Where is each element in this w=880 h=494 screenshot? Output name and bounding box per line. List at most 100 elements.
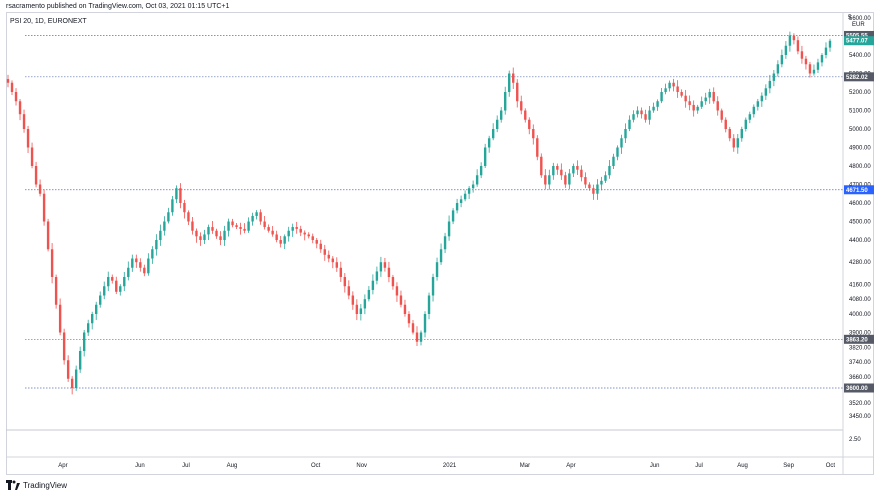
candle-body bbox=[776, 64, 780, 74]
y-tick-label: 5100.00 bbox=[849, 109, 871, 115]
candle-body bbox=[520, 101, 523, 111]
x-tick-label: Oct bbox=[826, 463, 836, 469]
price-tag-label: 3600.00 bbox=[846, 386, 868, 392]
x-tick-label: Nov bbox=[356, 463, 367, 469]
candle-body bbox=[183, 203, 186, 213]
price-tag-label: 3863.20 bbox=[846, 337, 868, 343]
candle-body bbox=[243, 228, 246, 231]
candle-body bbox=[415, 332, 419, 342]
candle-body bbox=[443, 236, 447, 250]
candle-body bbox=[708, 92, 711, 98]
candle-body bbox=[391, 277, 395, 287]
candle-body bbox=[323, 249, 326, 255]
x-tick-label: Aug bbox=[737, 463, 748, 469]
candle-body bbox=[672, 82, 675, 87]
candle-body bbox=[46, 221, 50, 250]
price-tag-label: 5477.07 bbox=[846, 39, 868, 45]
candle-body bbox=[455, 203, 459, 211]
candle-body bbox=[151, 249, 154, 259]
candle-body bbox=[676, 86, 679, 92]
candle-body bbox=[752, 106, 756, 115]
candle-body bbox=[696, 106, 699, 111]
candle-body bbox=[291, 227, 294, 231]
y-tick-label: 3900.00 bbox=[849, 331, 871, 337]
candle-body bbox=[728, 129, 731, 139]
time-axis[interactable]: Apr Jun Jul Aug Oct Nov 2021 Mar Apr Jun Jul Aug Sep… bbox=[58, 463, 835, 469]
candle-body bbox=[147, 258, 150, 274]
candle-body bbox=[359, 308, 363, 314]
candle-body bbox=[435, 262, 439, 277]
candle-body bbox=[812, 69, 816, 74]
candle-body bbox=[700, 101, 703, 107]
x-tick-label: Jul bbox=[182, 463, 190, 469]
candle-body bbox=[143, 267, 146, 274]
candle-body bbox=[227, 221, 230, 231]
candle-body bbox=[303, 232, 306, 235]
candle-body bbox=[50, 249, 54, 277]
candle-body bbox=[804, 58, 808, 65]
candle-body bbox=[624, 129, 627, 139]
candle-body bbox=[215, 230, 218, 237]
candle-body bbox=[355, 304, 359, 314]
y-tick-label: 3520.00 bbox=[849, 401, 871, 407]
candle-body bbox=[299, 228, 302, 233]
candle-body bbox=[203, 234, 206, 240]
candle-body bbox=[275, 234, 278, 240]
candle-body bbox=[692, 104, 695, 111]
candle-body bbox=[427, 295, 431, 314]
candle-body bbox=[107, 277, 110, 287]
candle-body bbox=[419, 332, 423, 342]
candle-body bbox=[604, 175, 607, 181]
candle-body bbox=[263, 221, 266, 228]
y-tick-label: 4280.00 bbox=[849, 260, 871, 266]
candle-body bbox=[620, 138, 623, 148]
price-tag bbox=[844, 334, 874, 344]
candle-body bbox=[411, 323, 415, 333]
chart-frame[interactable] bbox=[6, 12, 874, 475]
candle-body bbox=[800, 51, 804, 59]
y-tick-label: 4160.00 bbox=[849, 282, 871, 288]
candle-body bbox=[504, 92, 507, 111]
candle-body bbox=[163, 221, 166, 231]
candle-body bbox=[38, 184, 42, 194]
candle-body bbox=[512, 73, 515, 83]
currency-label: EUR bbox=[852, 22, 865, 28]
candle-body bbox=[768, 80, 772, 89]
candle-body bbox=[600, 180, 603, 185]
candle-body bbox=[660, 92, 663, 102]
candle-body bbox=[171, 199, 174, 213]
candle-body bbox=[115, 280, 118, 292]
candle-body bbox=[231, 221, 234, 226]
candle-body bbox=[732, 138, 735, 148]
x-tick-label: Jun bbox=[135, 463, 145, 469]
y-tick-label: 4900.00 bbox=[849, 146, 871, 152]
candle-body bbox=[251, 215, 254, 222]
candle-body bbox=[111, 277, 114, 281]
price-tag bbox=[844, 30, 874, 40]
candle-body bbox=[612, 156, 615, 166]
candle-body bbox=[14, 92, 18, 102]
candlesticks bbox=[6, 31, 832, 395]
tradingview-logo-icon bbox=[6, 480, 20, 490]
x-tick-label: Mar bbox=[520, 463, 530, 469]
candle-body bbox=[688, 101, 691, 105]
candle-body bbox=[395, 286, 399, 296]
candle-body bbox=[680, 92, 683, 96]
price-tag bbox=[844, 185, 874, 195]
candle-body bbox=[568, 173, 571, 185]
candle-body bbox=[772, 73, 776, 81]
y-tick-label: 3820.00 bbox=[849, 345, 871, 351]
candle-body bbox=[58, 304, 62, 333]
candle-body bbox=[684, 95, 687, 102]
y-tick-label: 5200.00 bbox=[849, 90, 871, 96]
candle-body bbox=[736, 138, 739, 148]
candle-body bbox=[179, 188, 182, 203]
price-tag bbox=[844, 36, 874, 46]
candle-body bbox=[10, 82, 14, 92]
candle-body bbox=[516, 82, 519, 102]
price-tag bbox=[844, 383, 874, 393]
candle-body bbox=[471, 184, 475, 189]
candle-body bbox=[239, 227, 242, 229]
candle-body bbox=[207, 227, 210, 235]
